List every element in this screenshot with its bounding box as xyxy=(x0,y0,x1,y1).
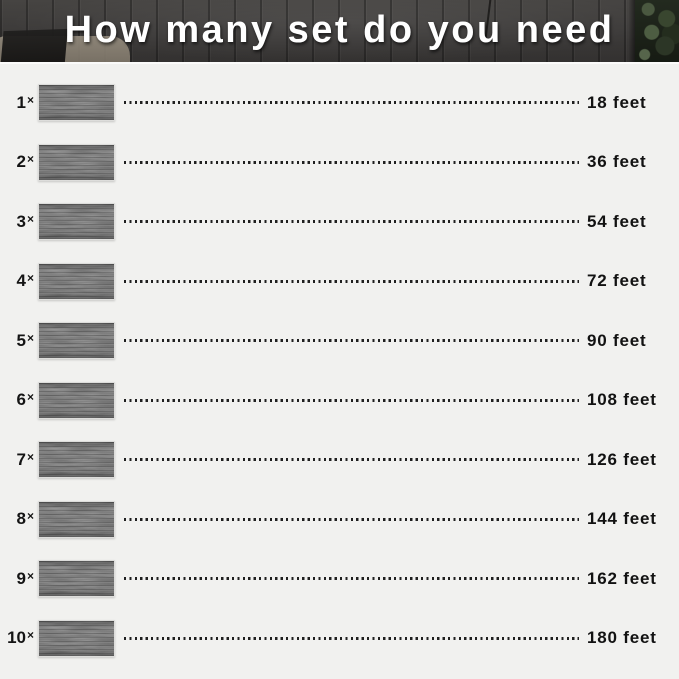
times-symbol: × xyxy=(26,92,34,107)
times-symbol: × xyxy=(26,330,34,345)
feet-value: 108 feet xyxy=(587,390,657,410)
feet-value: 162 feet xyxy=(587,568,657,588)
panel-swatch-image xyxy=(38,500,115,538)
panel-swatch-image xyxy=(38,203,115,241)
feet-value: 72 feet xyxy=(587,271,647,291)
quantity-row: 3× 54 feet xyxy=(0,192,679,252)
panel-swatch-image xyxy=(38,619,115,657)
times-symbol: × xyxy=(26,390,34,405)
quantity-number: 5 xyxy=(16,330,26,350)
times-symbol: × xyxy=(26,211,34,226)
rows-container: 1× 18 feet 2× 36 feet 3× xyxy=(0,62,679,679)
quantity-row: 8× 144 feet xyxy=(0,490,679,550)
panel-swatch-image xyxy=(38,143,115,181)
quantity-row: 2× 36 feet xyxy=(0,133,679,193)
quantity-number: 6 xyxy=(16,390,26,410)
feet-value: 180 feet xyxy=(587,628,657,648)
dotted-leader-line xyxy=(124,398,579,402)
quantity-number: 3 xyxy=(16,211,26,231)
feet-value: 90 feet xyxy=(587,330,647,350)
feet-value: 144 feet xyxy=(587,509,657,529)
dotted-leader-line xyxy=(124,160,579,164)
dotted-leader-line xyxy=(124,279,579,283)
quantity-row: 10× 180 feet xyxy=(0,609,679,669)
feet-value: 126 feet xyxy=(587,449,657,469)
times-symbol: × xyxy=(26,271,34,286)
panel-swatch-image xyxy=(38,381,115,419)
quantity-label: 6× xyxy=(0,390,34,410)
quantity-number: 8 xyxy=(16,509,26,529)
dotted-leader-line xyxy=(124,220,579,224)
dotted-leader-line xyxy=(124,577,579,581)
dotted-leader-line xyxy=(124,636,579,640)
quantity-number: 1 xyxy=(16,92,26,112)
plant-foliage xyxy=(635,0,679,62)
quantity-label: 7× xyxy=(0,450,34,470)
feet-value: 18 feet xyxy=(587,92,647,112)
quantity-number: 2 xyxy=(16,152,26,172)
panel-swatch-image xyxy=(38,441,115,479)
dotted-leader-line xyxy=(124,458,579,462)
quantity-row: 6× 108 feet xyxy=(0,371,679,431)
panel-swatch-image xyxy=(38,322,115,360)
quantity-number: 4 xyxy=(16,271,26,291)
panel-swatch-image xyxy=(38,262,115,300)
quantity-row: 4× 72 feet xyxy=(0,252,679,312)
quantity-label: 4× xyxy=(0,271,34,291)
quantity-label: 10× xyxy=(0,628,34,648)
panel-swatch-image xyxy=(38,560,115,598)
quantity-number: 7 xyxy=(16,449,26,469)
times-symbol: × xyxy=(26,568,34,583)
quantity-label: 8× xyxy=(0,509,34,529)
dotted-leader-line xyxy=(124,517,579,521)
wall-gap-shadow xyxy=(629,0,635,62)
times-symbol: × xyxy=(26,509,34,524)
quantity-row: 7× 126 feet xyxy=(0,430,679,490)
page-title: How many set do you need xyxy=(64,9,615,51)
quantity-label: 1× xyxy=(0,93,34,113)
quantity-label: 2× xyxy=(0,152,34,172)
dotted-leader-line xyxy=(124,339,579,343)
times-symbol: × xyxy=(26,628,34,643)
feet-value: 36 feet xyxy=(587,152,647,172)
quantity-label: 3× xyxy=(0,212,34,232)
times-symbol: × xyxy=(26,152,34,167)
times-symbol: × xyxy=(26,449,34,464)
quantity-row: 1× 18 feet xyxy=(0,73,679,133)
quantity-row: 9× 162 feet xyxy=(0,549,679,609)
quantity-number: 10 xyxy=(7,628,26,648)
quantity-label: 5× xyxy=(0,331,34,351)
quantity-row: 5× 90 feet xyxy=(0,311,679,371)
dotted-leader-line xyxy=(124,101,579,105)
header-banner: How many set do you need xyxy=(0,0,679,62)
quantity-label: 9× xyxy=(0,569,34,589)
panel-swatch-image xyxy=(38,84,115,122)
quantity-number: 9 xyxy=(16,568,26,588)
feet-value: 54 feet xyxy=(587,211,647,231)
